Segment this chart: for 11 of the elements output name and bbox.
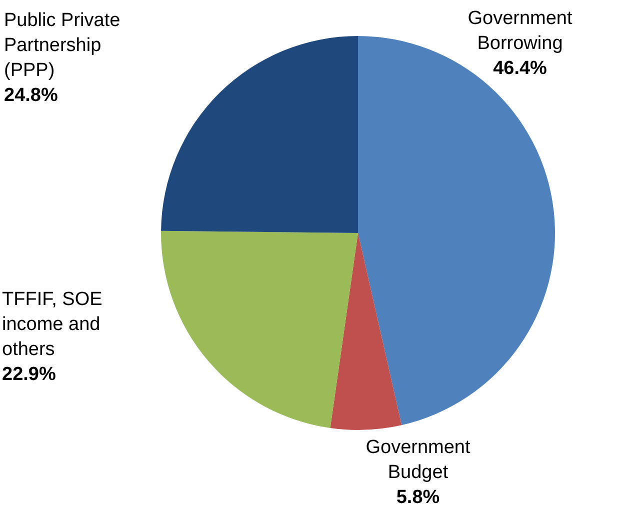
pie-slice: [330, 233, 402, 430]
data-label: 24.8%: [4, 85, 58, 106]
pie-slice: [161, 230, 358, 428]
data-label: 5.8%: [396, 487, 440, 508]
data-label: 22.9%: [2, 364, 56, 385]
data-label: 46.4%: [493, 58, 548, 79]
slice-label: Government Budget: [366, 437, 471, 483]
slice-label: TFFIF, SOE income and others: [2, 289, 102, 360]
slice-label: Government Borrowing: [468, 8, 573, 54]
slice-label: Public Private Partnership (PPP): [4, 10, 120, 81]
pie-slice: [161, 36, 358, 233]
